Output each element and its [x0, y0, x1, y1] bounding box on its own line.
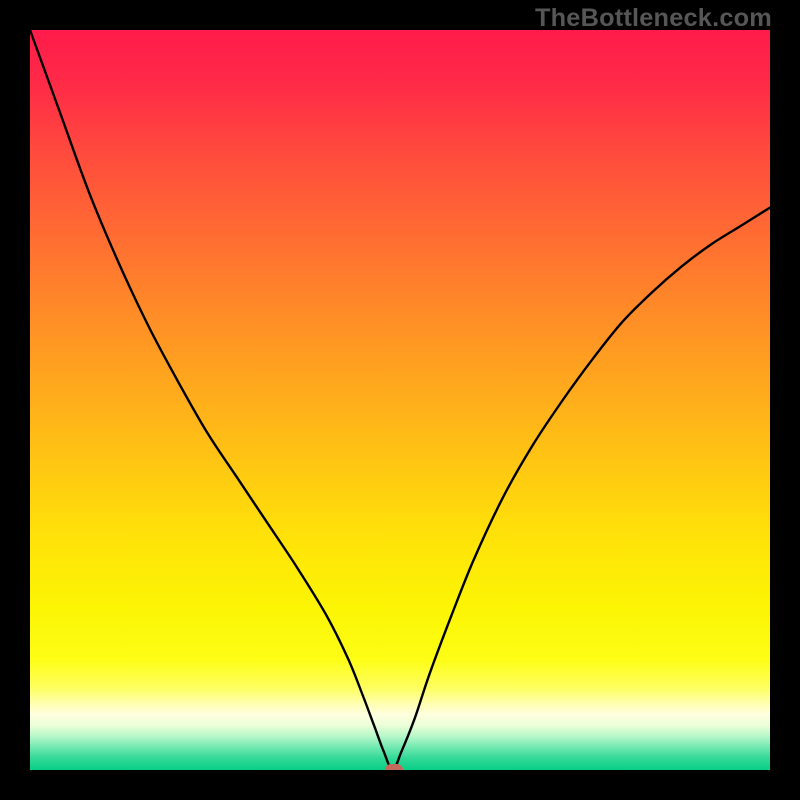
gradient-background — [30, 30, 770, 770]
plot-area — [30, 30, 770, 770]
watermark-label: TheBottleneck.com — [535, 4, 772, 33]
chart-frame: TheBottleneck.com — [0, 0, 800, 800]
chart-svg — [30, 30, 770, 770]
